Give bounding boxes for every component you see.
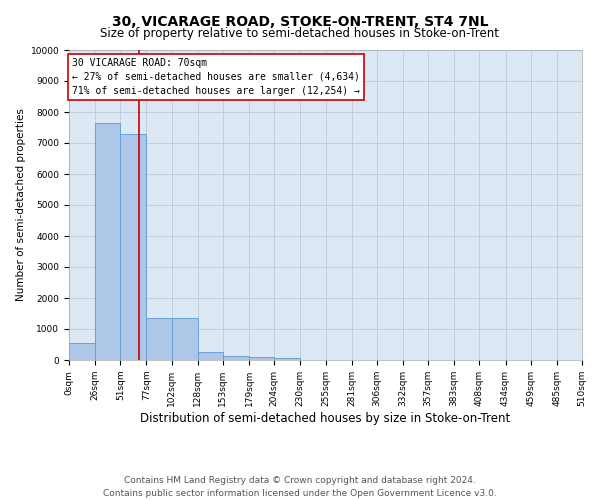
Text: Contains HM Land Registry data © Crown copyright and database right 2024.
Contai: Contains HM Land Registry data © Crown c… — [103, 476, 497, 498]
Bar — [249, 357, 274, 360]
Bar — [146, 318, 172, 360]
Y-axis label: Number of semi-detached properties: Number of semi-detached properties — [16, 108, 26, 302]
Text: Size of property relative to semi-detached houses in Stoke-on-Trent: Size of property relative to semi-detach… — [101, 28, 499, 40]
X-axis label: Distribution of semi-detached houses by size in Stoke-on-Trent: Distribution of semi-detached houses by … — [140, 412, 511, 424]
Bar — [69, 342, 95, 360]
Text: 30, VICARAGE ROAD, STOKE-ON-TRENT, ST4 7NL: 30, VICARAGE ROAD, STOKE-ON-TRENT, ST4 7… — [112, 15, 488, 29]
Text: 30 VICARAGE ROAD: 70sqm
← 27% of semi-detached houses are smaller (4,634)
71% of: 30 VICARAGE ROAD: 70sqm ← 27% of semi-de… — [72, 58, 360, 96]
Bar — [120, 134, 146, 360]
Bar — [95, 123, 121, 360]
Bar — [172, 318, 198, 360]
Bar — [274, 358, 301, 360]
Bar — [198, 352, 223, 360]
Bar — [223, 356, 249, 360]
